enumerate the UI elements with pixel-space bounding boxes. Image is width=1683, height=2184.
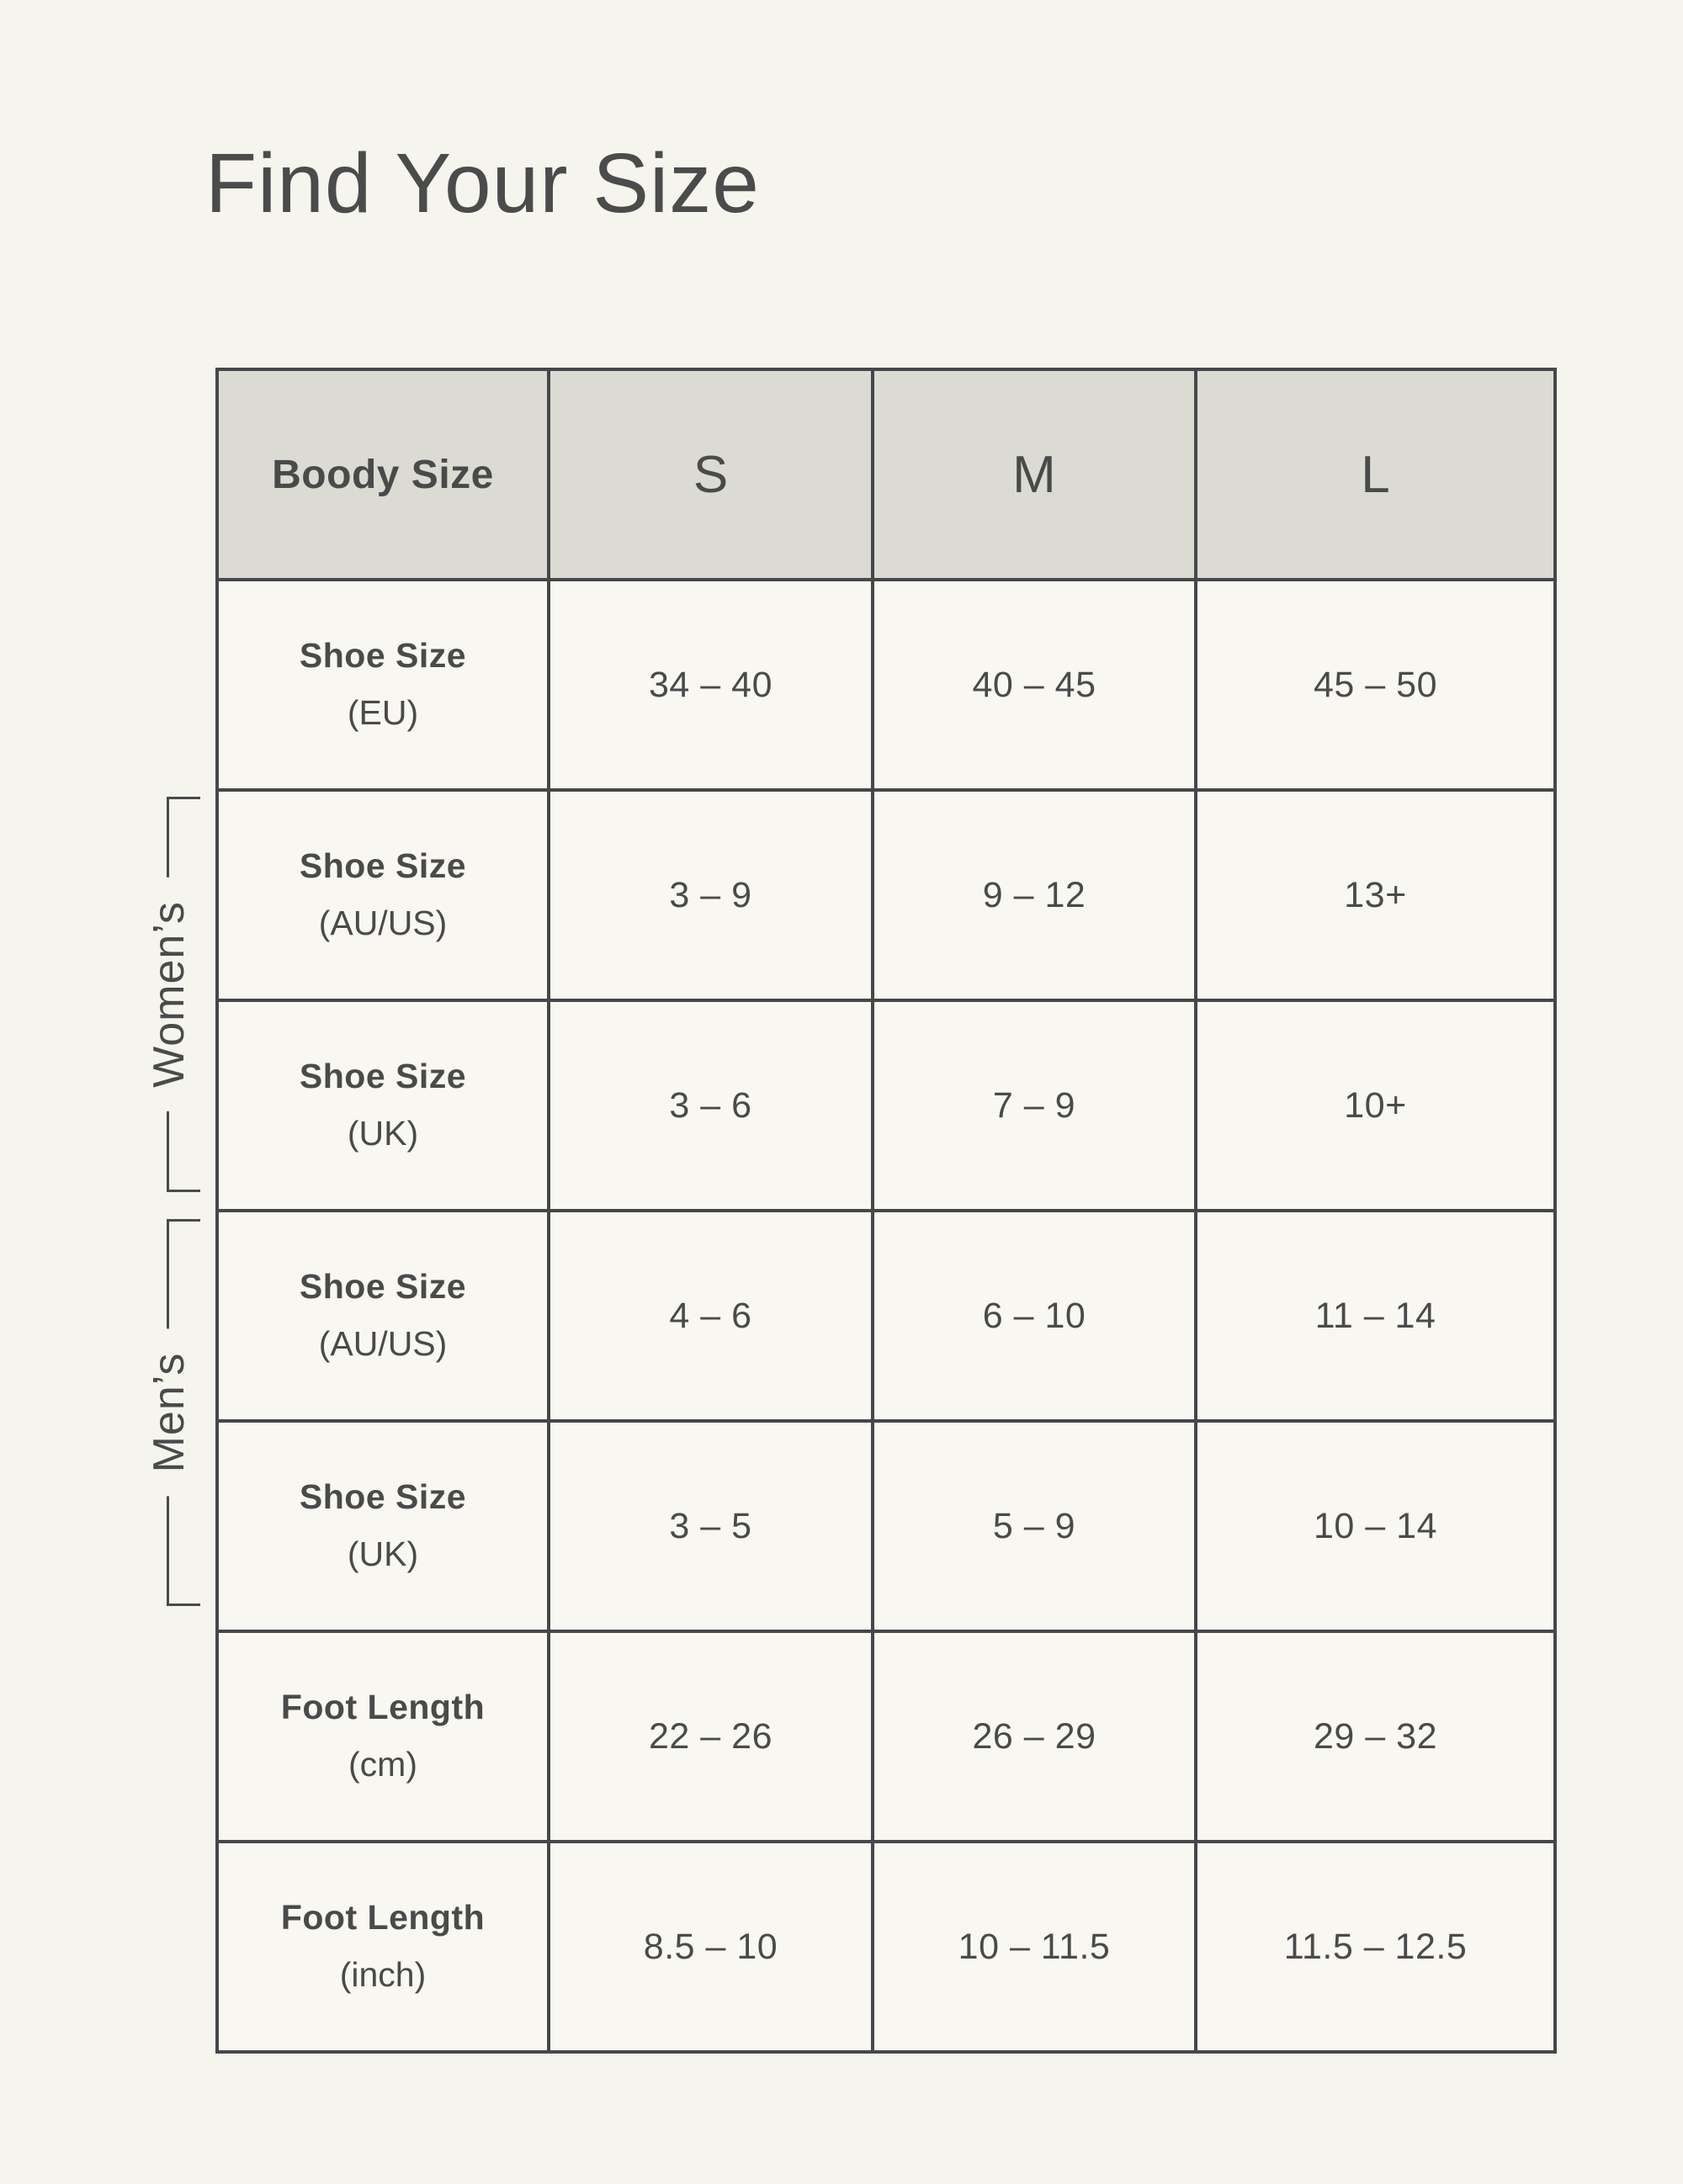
row-header: Shoe Size (AU/US) (215, 788, 550, 1002)
size-value-cell: 26 – 29 (871, 1630, 1197, 1843)
size-value-cell: 29 – 32 (1194, 1630, 1557, 1843)
header-cell-size-m: M (871, 368, 1197, 581)
size-value-cell: 11.5 – 12.5 (1194, 1840, 1557, 2054)
row-label: Shoe Size (299, 1477, 467, 1517)
row-header: Foot Length (cm) (215, 1630, 550, 1843)
size-value-cell: 5 – 9 (871, 1419, 1197, 1633)
row-label: Shoe Size (299, 1057, 467, 1096)
row-unit: (UK) (347, 1535, 419, 1573)
row-label: Shoe Size (299, 846, 467, 886)
row-unit: (UK) (347, 1114, 419, 1153)
size-value-cell: 40 – 45 (871, 578, 1197, 792)
size-table-body: Shoe Size (EU) 34 – 40 40 – 45 45 – 50 S… (215, 578, 1557, 2054)
size-value-cell: 22 – 26 (547, 1630, 874, 1843)
table-row-womens-shoe-size-auus: Shoe Size (AU/US) 3 – 9 9 – 12 13+ (215, 788, 1557, 1002)
row-header: Shoe Size (UK) (215, 999, 550, 1212)
row-label: Foot Length (280, 1688, 486, 1727)
table-row-mens-shoe-size-auus: Shoe Size (AU/US) 4 – 6 6 – 10 11 – 14 (215, 1209, 1557, 1423)
row-header: Foot Length (inch) (215, 1840, 550, 2054)
size-value-cell: 9 – 12 (871, 788, 1197, 1002)
row-unit: (AU/US) (318, 1324, 448, 1363)
row-header: Shoe Size (EU) (215, 578, 550, 792)
table-row-mens-shoe-size-uk: Shoe Size (UK) 3 – 5 5 – 9 10 – 14 (215, 1419, 1557, 1633)
size-value-cell: 45 – 50 (1194, 578, 1557, 792)
womens-group-bracket: Women’s (144, 797, 200, 1192)
size-value-cell: 8.5 – 10 (547, 1840, 874, 2054)
table-row-womens-shoe-size-uk: Shoe Size (UK) 3 – 6 7 – 9 10+ (215, 999, 1557, 1212)
size-value-cell: 10 – 11.5 (871, 1840, 1197, 2054)
size-chart-table: Boody Size S M L Shoe Size (EU) 34 – 40 … (215, 368, 1557, 2054)
row-unit: (AU/US) (318, 904, 448, 942)
size-value-cell: 7 – 9 (871, 999, 1197, 1212)
row-unit: (inch) (339, 1955, 427, 1994)
size-table-header: Boody Size S M L (215, 368, 1557, 581)
mens-group-bracket: Men’s (144, 1219, 200, 1606)
header-row: Boody Size S M L (215, 368, 1557, 581)
size-value-cell: 11 – 14 (1194, 1209, 1557, 1423)
size-value-cell: 13+ (1194, 788, 1557, 1002)
size-value-cell: 3 – 6 (547, 999, 874, 1212)
row-unit: (cm) (348, 1745, 417, 1784)
size-value-cell: 4 – 6 (547, 1209, 874, 1423)
size-value-cell: 3 – 9 (547, 788, 874, 1002)
size-value-cell: 6 – 10 (871, 1209, 1197, 1423)
table-row-foot-length-cm: Foot Length (cm) 22 – 26 26 – 29 29 – 32 (215, 1630, 1557, 1843)
row-header: Shoe Size (UK) (215, 1419, 550, 1633)
header-cell-boody-size: Boody Size (215, 368, 550, 581)
header-cell-size-l: L (1194, 368, 1557, 581)
table-row-shoe-size-eu: Shoe Size (EU) 34 – 40 40 – 45 45 – 50 (215, 578, 1557, 792)
row-label: Shoe Size (299, 636, 467, 676)
page-title: Find Your Size (205, 136, 760, 231)
row-label: Foot Length (280, 1898, 486, 1938)
header-cell-size-s: S (547, 368, 874, 581)
row-unit: (EU) (347, 693, 419, 732)
table-row-foot-length-inch: Foot Length (inch) 8.5 – 10 10 – 11.5 11… (215, 1840, 1557, 2054)
size-value-cell: 10+ (1194, 999, 1557, 1212)
size-value-cell: 34 – 40 (547, 578, 874, 792)
womens-group-label: Women’s (144, 877, 194, 1111)
mens-group-label: Men’s (144, 1328, 194, 1497)
row-label: Shoe Size (299, 1267, 467, 1307)
size-value-cell: 3 – 5 (547, 1419, 874, 1633)
size-value-cell: 10 – 14 (1194, 1419, 1557, 1633)
row-header: Shoe Size (AU/US) (215, 1209, 550, 1423)
